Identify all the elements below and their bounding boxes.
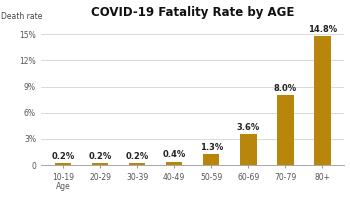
Title: COVID-19 Fatality Rate by AGE: COVID-19 Fatality Rate by AGE <box>91 6 294 19</box>
Bar <box>240 134 257 165</box>
Text: 3.6%: 3.6% <box>237 123 260 132</box>
Text: 14.8%: 14.8% <box>308 25 337 34</box>
Bar <box>129 163 145 165</box>
Text: 0.2%: 0.2% <box>89 152 112 161</box>
Text: 8.0%: 8.0% <box>274 84 297 93</box>
Bar <box>277 95 294 165</box>
Text: 0.2%: 0.2% <box>51 152 75 161</box>
Bar <box>166 162 182 165</box>
Text: Death rate: Death rate <box>1 12 43 21</box>
Bar <box>203 154 219 165</box>
Bar <box>55 163 71 165</box>
Text: 0.4%: 0.4% <box>162 151 186 159</box>
Text: 0.2%: 0.2% <box>125 152 149 161</box>
Bar <box>92 163 108 165</box>
Text: 1.3%: 1.3% <box>199 143 223 151</box>
Bar <box>314 36 331 165</box>
